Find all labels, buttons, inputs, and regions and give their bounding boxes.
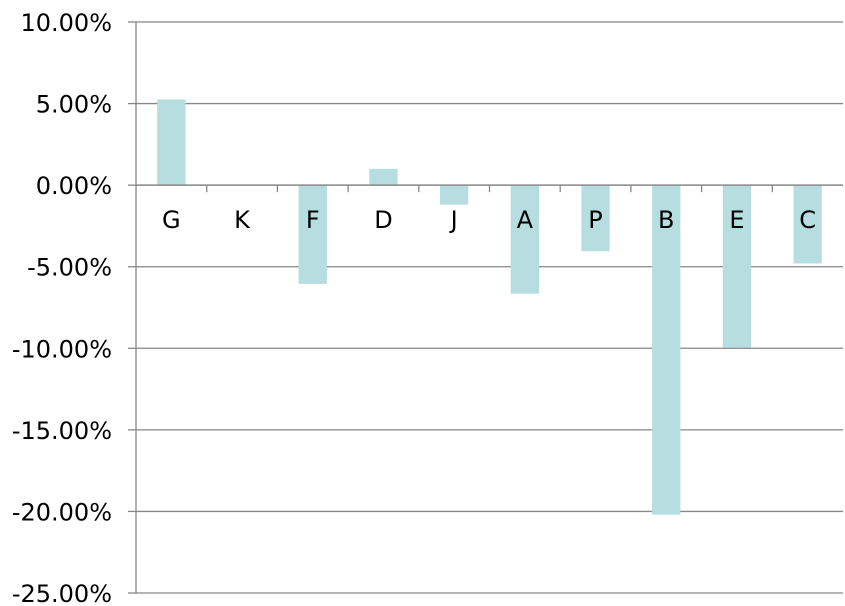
x-tick-label: K: [234, 206, 251, 234]
bar: [793, 185, 822, 264]
x-tick-label: F: [306, 206, 320, 234]
x-tick-label: A: [517, 206, 534, 234]
x-tick-label: P: [588, 206, 602, 234]
bars: [157, 99, 822, 515]
x-tick-label: B: [658, 206, 674, 234]
bar: [157, 99, 186, 186]
y-tick-label: -25.00%: [12, 580, 112, 606]
bar: [510, 185, 539, 294]
y-tick-label: -15.00%: [12, 417, 112, 445]
axes: [128, 21, 843, 594]
y-tick-label: 5.00%: [36, 91, 112, 119]
y-tick-label: -20.00%: [12, 498, 112, 526]
bar: [298, 185, 327, 284]
gridlines: [136, 21, 843, 594]
bar: [652, 185, 681, 515]
x-tick-label: G: [162, 206, 181, 234]
x-tick-label: D: [374, 206, 392, 234]
bar: [581, 185, 610, 252]
x-tick-label: C: [799, 206, 816, 234]
y-tick-labels: 10.00% 5.00% 0.00% -5.00% -10.00% -15.00% -20.…: [12, 9, 112, 606]
y-tick-label: -10.00%: [12, 335, 112, 363]
y-tick-label: 10.00%: [20, 9, 112, 37]
bar: [369, 168, 398, 186]
x-tick-label: J: [449, 206, 458, 234]
y-tick-label: -5.00%: [27, 254, 112, 282]
x-tick-label: E: [729, 206, 744, 234]
bar: [440, 185, 469, 205]
y-tick-label: 0.00%: [36, 172, 112, 200]
bar: [722, 185, 752, 348]
